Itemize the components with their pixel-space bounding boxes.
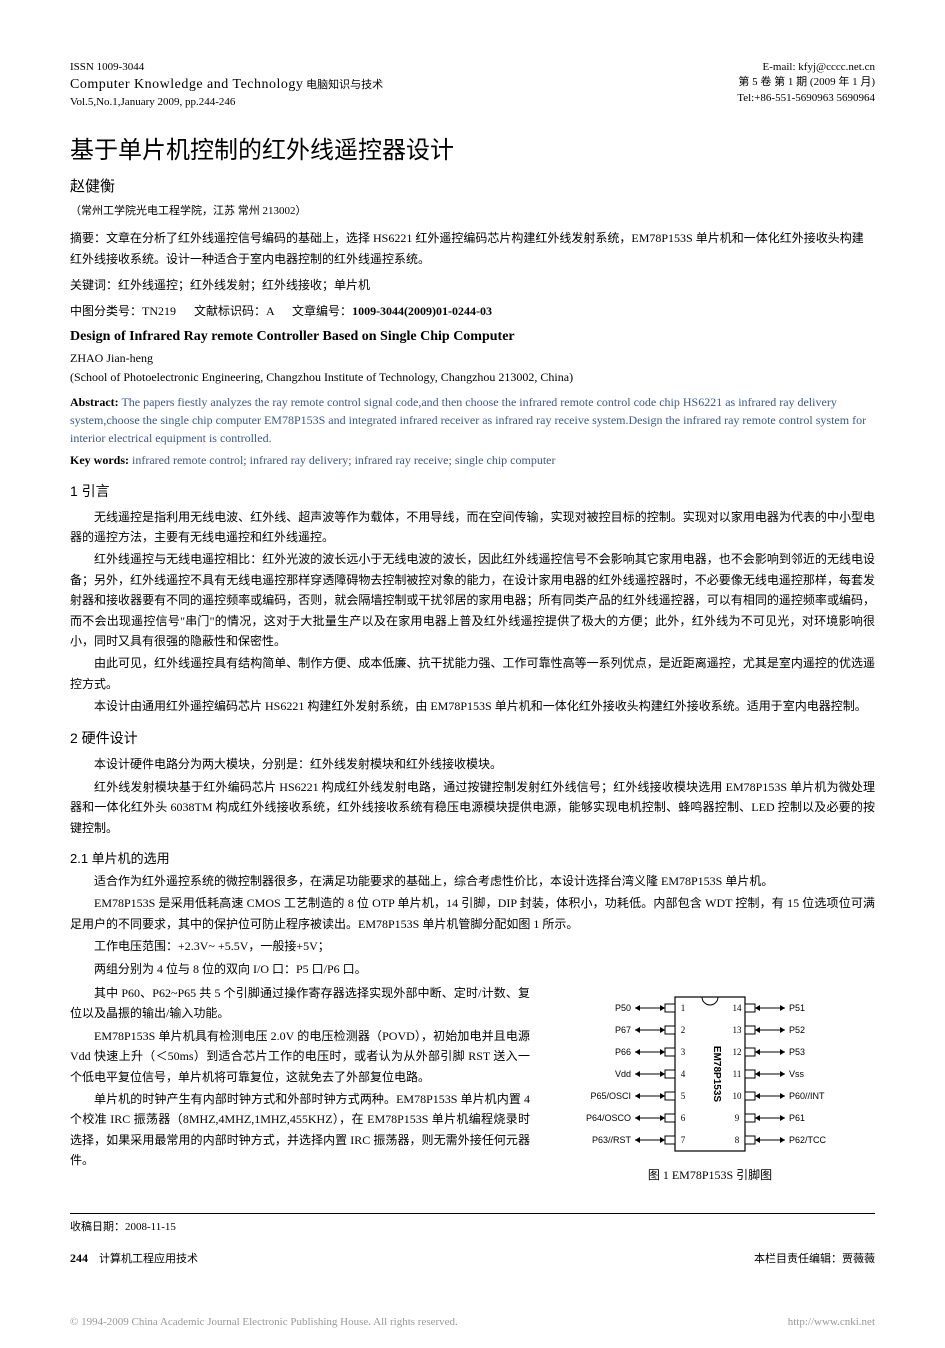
title-cn: 基于单片机控制的红外线遥控器设计 bbox=[70, 130, 875, 165]
abstract-cn: 摘要：文章在分析了红外线遥控信号编码的基础上，选择 HS6221 红外遥控编码芯… bbox=[70, 228, 875, 269]
footer-left: 244 计算机工程应用技术 bbox=[70, 1250, 198, 1266]
text-column: 其中 P60、P62~P65 共 5 个引脚通过操作寄存器选择实现外部中断、定时… bbox=[70, 981, 530, 1173]
s1-p1: 无线遥控是指利用无线电波、红外线、超声波等作为载体，不用导线，而在空间传输，实现… bbox=[70, 507, 875, 548]
figure-caption: 图 1 EM78P153S 引脚图 bbox=[545, 1166, 875, 1183]
svg-text:6: 6 bbox=[681, 1113, 686, 1123]
page-number: 244 bbox=[70, 1251, 88, 1265]
doc-code: A bbox=[266, 304, 274, 318]
s21-p3: 工作电压范围：+2.3V~ +5.5V，一般接+5V； bbox=[70, 936, 875, 956]
journal-title-cn: 电脑知识与技术 bbox=[306, 79, 383, 91]
svg-text:11: 11 bbox=[733, 1069, 742, 1079]
received-date: 收稿日期：2008-11-15 bbox=[70, 1213, 875, 1234]
s2-p1: 本设计硬件电路分为两大模块，分别是：红外线发射模块和红外线接收模块。 bbox=[70, 754, 875, 774]
s1-p2: 红外线遥控与无线电遥控相比：红外光波的波长远小于无线电波的波长，因此红外线遥控信… bbox=[70, 549, 875, 651]
s1-p3: 由此可见，红外线遥控具有结构简单、制作方便、成本低廉、抗干扰能力强、工作可靠性高… bbox=[70, 653, 875, 694]
svg-text:12: 12 bbox=[733, 1047, 742, 1057]
abstract-en: Abstract: The papers fiestly analyzes th… bbox=[70, 393, 875, 447]
doc-label: 文献标识码： bbox=[194, 304, 266, 318]
footer-left-text: 计算机工程应用技术 bbox=[99, 1253, 198, 1265]
vol-line: Vol.5,No.1,January 2009, pp.244-246 bbox=[70, 95, 383, 110]
s21-p1: 适合作为红外遥控系统的微控制器很多，在满足功能要求的基础上，综合考虑性价比，本设… bbox=[70, 871, 875, 891]
text-diagram-row: 其中 P60、P62~P65 共 5 个引脚通过操作寄存器选择实现外部中断、定时… bbox=[70, 981, 875, 1183]
s21-p6: EM78P153S 单片机具有检测电压 2.0V 的电压检测器（POVD），初始… bbox=[70, 1026, 530, 1087]
author-en: ZHAO Jian-heng bbox=[70, 351, 875, 366]
footer-right: 本栏目责任编辑：贾薇薇 bbox=[754, 1250, 875, 1266]
keywords-cn-text: 红外线遥控；红外线发射；红外线接收；单片机 bbox=[118, 278, 370, 292]
chip-diagram: EM78P153S 1 P50 2 P67 3 P66 4 Vdd 5 P65/OSCI 6 P64/O… bbox=[545, 987, 875, 1183]
keywords-cn-label: 关键词： bbox=[70, 278, 118, 292]
svg-text:8: 8 bbox=[735, 1135, 740, 1145]
s21-p2: EM78P153S 是采用低耗高速 CMOS 工艺制造的 8 位 OTP 单片机… bbox=[70, 893, 875, 934]
header-right: E-mail: kfyj@cccc.net.cn 第 5 卷 第 1 期 (20… bbox=[737, 60, 875, 106]
s21-p4: 两组分别为 4 位与 8 位的双向 I/O 口：P5 口/P6 口。 bbox=[70, 959, 875, 979]
author-cn: 赵健衡 bbox=[70, 175, 875, 196]
affiliation-cn: （常州工学院光电工程学院，江苏 常州 213002） bbox=[70, 202, 875, 218]
copyright-bar: © 1994-2009 China Academic Journal Elect… bbox=[0, 1306, 945, 1348]
keywords-en-text: infrared remote control; infrared ray de… bbox=[129, 453, 555, 467]
abstract-en-label: Abstract: bbox=[70, 395, 119, 409]
section-2-1-heading: 2.1 单片机的选用 bbox=[70, 848, 875, 867]
title-en: Design of Infrared Ray remote Controller… bbox=[70, 329, 875, 345]
svg-text:P60//INT: P60//INT bbox=[789, 1091, 825, 1101]
page-footer: 244 计算机工程应用技术 本栏目责任编辑：贾薇薇 bbox=[70, 1250, 875, 1266]
svg-text:2: 2 bbox=[681, 1025, 686, 1035]
svg-text:13: 13 bbox=[733, 1025, 743, 1035]
clc-label: 中图分类号： bbox=[70, 304, 142, 318]
s1-p4: 本设计由通用红外遥控编码芯片 HS6221 构建红外发射系统，由 EM78P15… bbox=[70, 696, 875, 716]
keywords-en-label: Key words: bbox=[70, 453, 129, 467]
s2-p2: 红外线发射模块基于红外编码芯片 HS6221 构成红外线发射电路，通过按键控制发… bbox=[70, 777, 875, 838]
article-label: 文章编号： bbox=[292, 304, 352, 318]
keywords-en: Key words: infrared remote control; infr… bbox=[70, 451, 875, 469]
svg-text:EM78P153S: EM78P153S bbox=[711, 1046, 722, 1102]
abstract-cn-text: 文章在分析了红外线遥控信号编码的基础上，选择 HS6221 红外遥控编码芯片构建… bbox=[70, 231, 864, 265]
copyright-left: © 1994-2009 China Academic Journal Elect… bbox=[70, 1316, 458, 1328]
section-2-heading: 2 硬件设计 bbox=[70, 728, 875, 748]
abstract-en-text: The papers fiestly analyzes the ray remo… bbox=[70, 395, 866, 445]
svg-text:P61: P61 bbox=[789, 1113, 805, 1123]
svg-text:P67: P67 bbox=[615, 1025, 631, 1035]
svg-text:P50: P50 bbox=[615, 1003, 631, 1013]
page: ISSN 1009-3044 Computer Knowledge and Te… bbox=[0, 0, 945, 1306]
page-header: ISSN 1009-3044 Computer Knowledge and Te… bbox=[70, 60, 875, 110]
classification-line: 中图分类号：TN219 文献标识码：A 文章编号：1009-3044(2009)… bbox=[70, 302, 875, 319]
tel: Tel:+86-551-5690963 5690964 bbox=[737, 91, 875, 106]
svg-text:P62/TCC: P62/TCC bbox=[789, 1135, 827, 1145]
issue-info: 第 5 卷 第 1 期 (2009 年 1 月) bbox=[737, 75, 875, 90]
svg-text:Vss: Vss bbox=[789, 1069, 805, 1079]
section-1-heading: 1 引言 bbox=[70, 481, 875, 501]
journal-title-en: Computer Knowledge and Technology bbox=[70, 77, 303, 92]
abstract-cn-label: 摘要： bbox=[70, 231, 106, 245]
header-left: ISSN 1009-3044 Computer Knowledge and Te… bbox=[70, 60, 383, 110]
article-id: 1009-3044(2009)01-0244-03 bbox=[352, 304, 492, 318]
svg-text:5: 5 bbox=[681, 1091, 686, 1101]
svg-text:14: 14 bbox=[733, 1003, 743, 1013]
svg-text:P64/OSCO: P64/OSCO bbox=[586, 1113, 631, 1123]
s21-p7: 单片机的时钟产生有内部时钟方式和外部时钟方式两种。EM78P153S 单片机内置… bbox=[70, 1089, 530, 1171]
svg-text:9: 9 bbox=[735, 1113, 740, 1123]
svg-text:4: 4 bbox=[681, 1069, 686, 1079]
issn: ISSN 1009-3044 bbox=[70, 60, 383, 75]
svg-text:Vdd: Vdd bbox=[615, 1069, 631, 1079]
svg-text:7: 7 bbox=[681, 1135, 686, 1145]
copyright-right: http://www.cnki.net bbox=[788, 1316, 875, 1328]
affiliation-en: (School of Photoelectronic Engineering, … bbox=[70, 370, 875, 385]
email: E-mail: kfyj@cccc.net.cn bbox=[737, 60, 875, 75]
svg-text:P65/OSCI: P65/OSCI bbox=[590, 1091, 631, 1101]
chip-svg: EM78P153S 1 P50 2 P67 3 P66 4 Vdd 5 P65/OSCI 6 P64/O… bbox=[545, 987, 875, 1162]
s21-p5: 其中 P60、P62~P65 共 5 个引脚通过操作寄存器选择实现外部中断、定时… bbox=[70, 983, 530, 1024]
svg-text:P53: P53 bbox=[789, 1047, 805, 1057]
svg-text:1: 1 bbox=[681, 1003, 686, 1013]
svg-text:P66: P66 bbox=[615, 1047, 631, 1057]
keywords-cn: 关键词：红外线遥控；红外线发射；红外线接收；单片机 bbox=[70, 275, 875, 295]
svg-text:P52: P52 bbox=[789, 1025, 805, 1035]
svg-text:P63//RST: P63//RST bbox=[592, 1135, 632, 1145]
svg-text:3: 3 bbox=[681, 1047, 686, 1057]
svg-text:10: 10 bbox=[733, 1091, 743, 1101]
svg-text:P51: P51 bbox=[789, 1003, 805, 1013]
clc: TN219 bbox=[142, 304, 176, 318]
